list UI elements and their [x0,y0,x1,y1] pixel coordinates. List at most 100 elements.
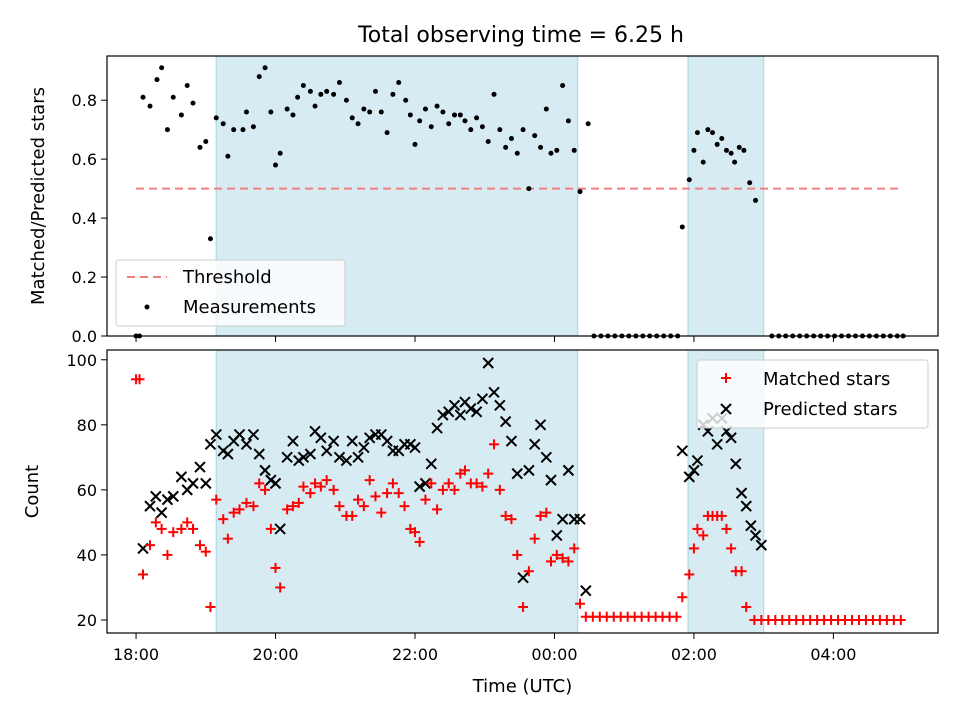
predicted-point [150,490,162,503]
measurement-point [554,147,560,153]
predicted-point [551,529,563,542]
bottom-y-axis-label: Count [22,465,43,518]
predicted-point [200,477,212,490]
predicted-point-b [304,448,317,460]
top-panel: 0.00.20.40.60.8 Matched/Predicted stars … [28,55,939,346]
predicted-point-b [691,454,704,467]
predicted-point-b [297,451,310,464]
predicted-point [676,445,689,457]
y-tick-label: 40 [77,546,97,565]
legend-predicted-label: Predicted stars [763,399,897,420]
count-points [131,357,906,625]
y-tick-label: 20 [77,611,97,630]
predicted-point [413,480,426,493]
predicted-point-b [150,490,162,503]
predicted-point [155,506,168,519]
matched-point [477,481,488,492]
matched-point [895,614,906,625]
predicted-point [247,428,260,441]
predicted-point-b [528,438,541,451]
measurement-point [207,236,213,242]
measurement-point [491,91,497,97]
matched-point [321,475,332,486]
predicted-point [580,585,592,597]
measurement-point [250,124,256,130]
matched-point [353,494,364,505]
predicted-point [545,474,557,486]
predicted-point-b [200,477,212,490]
predicted-point [346,435,358,447]
matched-point [698,530,709,541]
bottom-axes-frame [106,349,939,634]
predicted-point-b [556,513,569,525]
matched-point [260,484,271,495]
matched-point [535,510,546,521]
bottom-legend: Matched stars Predicted stars [696,359,929,429]
shaded-interval [216,350,578,633]
matched-point [557,553,568,564]
matched-point [483,468,494,479]
measurement-point [736,144,742,150]
matched-point [270,562,281,573]
measurement-point [732,159,738,165]
predicted-point-b [287,435,299,447]
predicted-point-b [745,519,757,532]
matched-point [541,507,552,518]
predicted-point [259,464,271,477]
matched-point [205,601,216,612]
predicted-point-b [358,441,370,454]
matched-point [218,514,229,525]
x-tick-label: 00:00 [531,645,577,664]
matched-point [298,481,309,492]
predicted-point [358,441,370,454]
measurement-point [747,180,753,186]
measurement-point [203,138,209,144]
predicted-point [340,454,353,467]
matched-point [529,533,540,544]
predicted-point-b [465,402,477,415]
measurement-point [284,106,290,112]
predicted-point [425,458,437,470]
measurement-point [452,112,458,118]
matched-point [358,501,369,512]
predicted-point-b [448,399,461,412]
predicted-point [494,399,506,412]
matched-point [409,527,420,538]
predicted-point [523,464,535,477]
matched-point [305,488,316,499]
predicted-point-b [222,448,234,460]
legend-measurements-swatch [144,304,150,310]
predicted-point-b [352,451,364,464]
predicted-point [465,402,477,415]
measurement-point [355,121,361,127]
legend-cross [720,403,732,415]
y-tick-label: 0.6 [72,150,97,169]
bottom-axis-ticks: 20 40 60 80 100 18:00 20:00 22:00 00:00 02:00 04:0… [66,351,856,664]
predicted-point-b [562,464,575,477]
predicted-point-b [340,454,353,467]
predicted-point-b [346,435,358,447]
predicted-point [505,435,518,447]
predicted-point-b [725,432,737,444]
measurement-point [514,150,520,156]
predicted-point-b [309,425,321,438]
shaded-interval [688,56,764,336]
x-tick-label: 02:00 [671,645,717,664]
predicted-point [240,438,253,451]
matched-point [684,569,695,580]
predicted-point-b [381,435,393,447]
matched-point [382,488,393,499]
predicted-point-b [454,409,467,421]
legend-matched-swatch [721,373,731,383]
predicted-point-b [194,461,206,473]
measurement-point [256,74,262,80]
predicted-point [175,471,188,483]
predicted-point-b [755,539,768,551]
predicted-point [517,571,529,584]
legend-predicted-swatch [720,403,732,415]
matched-point [168,527,179,538]
matched-point [182,517,193,528]
top-axes-frame [106,55,939,337]
predicted-point [534,419,547,431]
predicted-point [222,448,234,460]
